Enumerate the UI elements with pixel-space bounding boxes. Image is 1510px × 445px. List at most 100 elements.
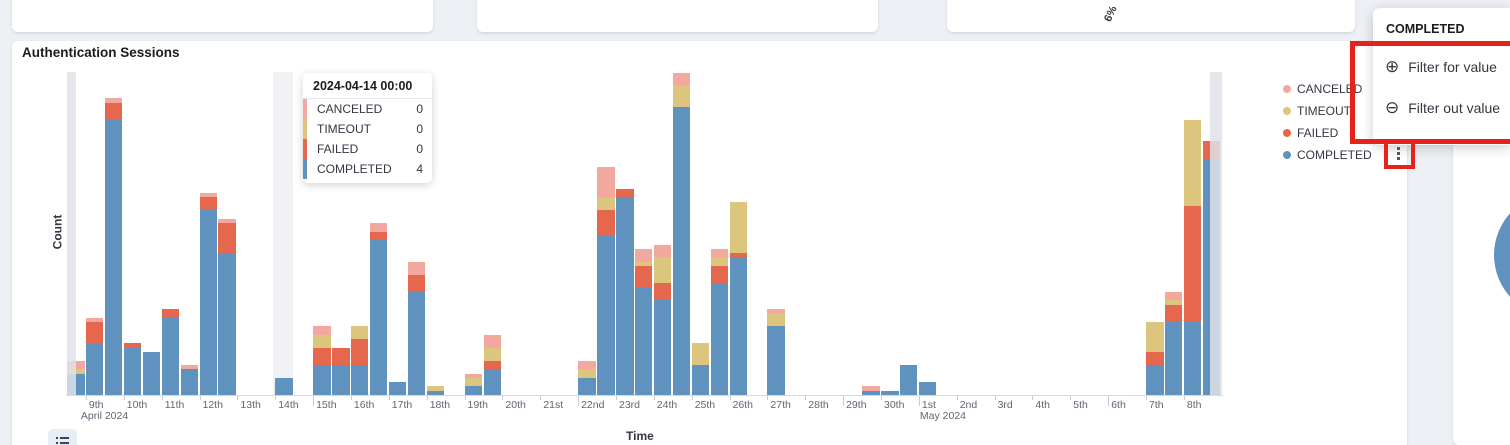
bar-segment-timeout[interactable] [729, 201, 747, 254]
bar-segment-timeout[interactable] [1146, 321, 1164, 352]
bar-segment-canceled[interactable] [104, 98, 123, 103]
bar-segment-timeout[interactable] [426, 386, 445, 391]
bar-chart-plot-area[interactable] [66, 72, 1223, 395]
bar-segment-completed[interactable] [710, 283, 729, 395]
bar-segment-completed[interactable] [1164, 321, 1183, 395]
bar-segment-completed[interactable] [199, 210, 217, 395]
bar-segment-failed[interactable] [313, 347, 331, 365]
bar-segment-completed[interactable] [104, 119, 123, 395]
bar-segment-completed[interactable] [729, 257, 747, 395]
bar-segment-canceled[interactable] [578, 360, 596, 370]
bar-segment-timeout[interactable] [1183, 119, 1202, 206]
bar-segment-canceled[interactable] [313, 326, 331, 335]
bar-segment-failed[interactable] [616, 188, 634, 198]
bar-segment-completed[interactable] [597, 235, 615, 395]
bar-segment-failed[interactable] [634, 266, 653, 288]
bar-segment-completed[interactable] [350, 364, 369, 395]
bar-segment-failed[interactable] [350, 339, 369, 365]
bar-segment-failed[interactable] [1183, 205, 1202, 322]
bar-segment-failed[interactable] [218, 223, 236, 254]
bar-segment-timeout[interactable] [483, 347, 501, 361]
bar-segment-canceled[interactable] [597, 167, 615, 198]
bar-segment-completed[interactable] [918, 382, 937, 395]
bar-segment-failed[interactable] [1164, 304, 1183, 322]
bar-segment-timeout[interactable] [578, 369, 596, 378]
bar-segment-timeout[interactable] [653, 257, 672, 284]
bar-segment-canceled[interactable] [85, 317, 104, 322]
bar-segment-completed[interactable] [161, 317, 180, 395]
bar-segment-failed[interactable] [483, 360, 501, 370]
bar-segment-canceled[interactable] [199, 192, 217, 198]
bar-segment-canceled[interactable] [653, 244, 672, 258]
bar-segment-timeout[interactable] [464, 377, 482, 387]
bar-segment-canceled[interactable] [672, 72, 691, 86]
bar-segment-completed[interactable] [881, 390, 899, 395]
bar-segment-timeout[interactable] [767, 313, 785, 327]
bar-segment-failed[interactable] [85, 321, 104, 344]
bar-segment-completed[interactable] [1183, 321, 1202, 395]
bar-segment-completed[interactable] [578, 377, 596, 395]
bar-segment-failed[interactable] [710, 266, 729, 284]
bar-segment-completed[interactable] [653, 300, 672, 395]
bar-segment-completed[interactable] [180, 369, 199, 395]
bar-segment-failed[interactable] [123, 343, 142, 348]
bar-segment-failed[interactable] [199, 197, 217, 211]
bar-segment-failed[interactable] [653, 283, 672, 301]
bar-segment-completed[interactable] [142, 352, 161, 395]
bar-segment-failed[interactable] [729, 253, 747, 258]
bar-segment-failed[interactable] [332, 347, 350, 365]
bar-segment-completed[interactable] [899, 364, 918, 395]
bar-segment-completed[interactable] [313, 364, 331, 395]
legend-toggle-button[interactable] [48, 429, 77, 445]
bar-segment-completed[interactable] [369, 240, 388, 395]
bar-segment-completed[interactable] [464, 386, 482, 395]
bar-segment-completed[interactable] [691, 364, 710, 395]
legend-item-completed[interactable]: COMPLETED [1283, 144, 1372, 166]
bar-segment-completed[interactable] [218, 253, 236, 395]
bar-segment-timeout[interactable] [313, 334, 331, 348]
bar-segment-failed[interactable] [1146, 352, 1164, 365]
bar-segment-completed[interactable] [634, 287, 653, 395]
bar-segment-completed[interactable] [85, 343, 104, 395]
bar-segment-canceled[interactable] [369, 223, 388, 232]
bar-segment-canceled[interactable] [862, 386, 880, 391]
bar-segment-completed[interactable] [483, 369, 501, 395]
bar-segment-completed[interactable] [1146, 364, 1164, 395]
legend-item-timeout[interactable]: TIMEOUT [1283, 100, 1372, 122]
bar-segment-completed[interactable] [862, 390, 880, 395]
context-menu-item-filter-for-value[interactable]: ⊕ Filter for value [1373, 46, 1510, 87]
bar-segment-canceled[interactable] [218, 218, 236, 223]
bar-segment-canceled[interactable] [767, 309, 785, 314]
bar-segment-failed[interactable] [161, 309, 180, 318]
bar-segment-timeout[interactable] [691, 343, 710, 365]
bar-segment-canceled[interactable] [407, 261, 426, 275]
bar-segment-failed[interactable] [104, 102, 123, 120]
bar-segment-completed[interactable] [275, 377, 293, 395]
bar-segment-canceled[interactable] [483, 334, 501, 348]
context-menu-item-filter-out-value[interactable]: ⊖ Filter out value [1373, 87, 1510, 128]
bar-segment-canceled[interactable] [180, 364, 199, 370]
bar-segment-timeout[interactable] [350, 326, 369, 340]
bar-segment-timeout[interactable] [597, 197, 615, 211]
bar-segment-canceled[interactable] [710, 248, 729, 258]
bar-segment-completed[interactable] [672, 106, 691, 395]
bar-segment-failed[interactable] [597, 210, 615, 236]
legend-item-failed[interactable]: FAILED [1283, 122, 1372, 144]
bar-segment-completed[interactable] [767, 326, 785, 395]
bar-segment-canceled[interactable] [634, 248, 653, 262]
bar-segment-failed[interactable] [369, 231, 388, 241]
legend-item-canceled[interactable]: CANCELED [1283, 78, 1372, 100]
bar-segment-timeout[interactable] [672, 85, 691, 107]
bar-segment-completed[interactable] [388, 382, 407, 395]
bar-segment-completed[interactable] [123, 347, 142, 395]
bar-segment-completed[interactable] [332, 364, 350, 395]
bar-segment-timeout[interactable] [1164, 300, 1183, 305]
bar-segment-canceled[interactable] [1164, 291, 1183, 301]
bar-segment-timeout[interactable] [634, 261, 653, 266]
legend-actions-kebab-icon[interactable] [1390, 145, 1407, 162]
bar-segment-canceled[interactable] [464, 373, 482, 378]
bar-segment-failed[interactable] [407, 274, 426, 292]
pie-chart-partial-3[interactable] [1494, 193, 1510, 317]
bar-segment-completed[interactable] [426, 390, 445, 395]
bar-segment-timeout[interactable] [710, 257, 729, 266]
